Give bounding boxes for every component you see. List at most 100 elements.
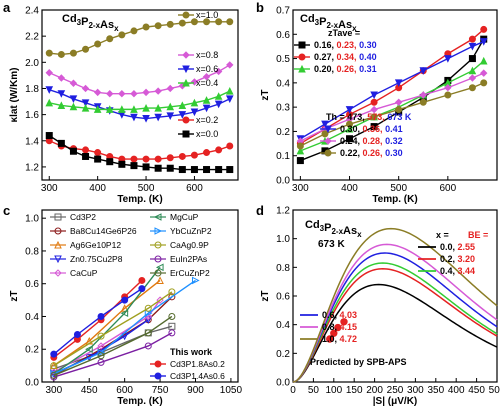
data-point	[182, 11, 190, 19]
data-point	[202, 96, 211, 104]
x-tick-label: 100	[325, 385, 342, 396]
series-x-0-0	[45, 132, 234, 174]
data-point	[154, 113, 162, 122]
legend-label: 0.22, 0.26, 0.30	[340, 148, 403, 158]
series-line	[48, 140, 231, 160]
legend-label: Cd3P2	[70, 212, 96, 222]
data-point	[296, 157, 304, 165]
data-point	[154, 269, 162, 277]
legend-label: CaCuP	[70, 268, 98, 278]
data-point	[130, 113, 138, 122]
data-point	[346, 135, 354, 143]
data-point	[142, 103, 150, 112]
data-point	[69, 49, 77, 57]
x-tick-label: 300	[292, 183, 309, 194]
x-tick-label: 50	[308, 385, 320, 396]
legend-label: 0.0, 2.55	[440, 242, 475, 252]
series-line	[53, 325, 173, 370]
data-point	[45, 132, 53, 140]
legend-label: Ag6Ge10P12	[70, 240, 121, 250]
data-point	[130, 89, 138, 98]
data-point	[106, 35, 114, 43]
data-point	[105, 105, 114, 113]
series-x-0-8	[45, 61, 234, 98]
data-point	[57, 74, 66, 82]
y-tick-label: 0.0	[276, 378, 290, 389]
series-line	[48, 64, 231, 95]
series-line	[53, 279, 196, 375]
series-line	[53, 279, 161, 367]
legend-label: 0.27, 0.34, 0.40	[314, 52, 377, 62]
y-tick-label: 0.2	[276, 127, 290, 138]
series-line	[53, 288, 143, 355]
y-tick-label: 0.0	[276, 176, 290, 187]
data-point	[395, 106, 403, 114]
panel-d-title: Cd3P2-xAsx	[305, 219, 362, 239]
series-x-0-4	[45, 86, 234, 113]
legend-label: 1.0, 4.72	[322, 334, 357, 344]
th-label: Th = 473, 573, 673 K	[326, 112, 412, 122]
data-point	[154, 103, 162, 112]
x-tick-label: 250	[387, 385, 404, 396]
data-point	[394, 98, 403, 106]
legend-label: 0.24, 0.28, 0.32	[340, 136, 403, 146]
data-point	[190, 151, 198, 159]
data-point	[45, 98, 54, 107]
data-point	[419, 98, 427, 106]
y-tick-label: 0.8	[25, 246, 39, 257]
data-point	[97, 352, 105, 360]
series-x-1-0	[45, 18, 234, 58]
data-point	[118, 31, 126, 39]
x-tick-label: 750	[152, 385, 169, 396]
data-point	[468, 35, 476, 43]
y-tick-label: 0.6	[276, 30, 290, 41]
data-point	[324, 125, 332, 134]
data-point	[214, 92, 223, 100]
data-point	[468, 84, 476, 92]
legend-label: x=1.0	[196, 10, 218, 20]
x-tick-label: 600	[186, 183, 203, 194]
series-line	[53, 315, 173, 377]
x-tick-label: 300	[41, 183, 58, 194]
y-tick-label: 0.1	[276, 151, 290, 162]
data-point	[191, 276, 200, 285]
data-point	[130, 162, 138, 170]
data-point	[444, 84, 452, 92]
data-point	[138, 285, 146, 293]
this-work-label: This work	[170, 347, 213, 357]
header-x: x =	[436, 230, 449, 240]
data-point	[97, 312, 105, 320]
data-point	[298, 53, 306, 61]
data-point	[215, 146, 223, 154]
data-point	[296, 146, 305, 155]
series-line	[49, 89, 231, 120]
series-curve	[292, 252, 498, 383]
data-point	[215, 18, 223, 26]
data-point	[168, 293, 176, 301]
data-point	[121, 296, 129, 304]
panel-letter-b: b	[256, 0, 264, 15]
data-point	[130, 27, 138, 35]
data-point	[154, 22, 162, 30]
data-point	[182, 51, 190, 59]
data-point	[168, 329, 176, 337]
data-point	[182, 130, 190, 138]
data-point	[130, 155, 138, 163]
x-axis-label: Temp. (K)	[372, 194, 417, 205]
data-point	[154, 155, 162, 163]
y-tick-label: 0.4	[276, 78, 290, 89]
data-point	[190, 108, 199, 117]
series-0-24-0-28-0-32	[296, 69, 488, 145]
data-point	[81, 103, 90, 112]
x-tick-label: 150	[346, 385, 363, 396]
data-point	[370, 113, 378, 121]
data-point	[94, 40, 102, 48]
header-b: BE =	[468, 230, 488, 240]
series-EuIn2PAs	[50, 329, 176, 381]
data-point	[154, 255, 162, 263]
legend-label: Zn0.75Cu2P8	[70, 254, 123, 264]
data-point	[324, 137, 332, 145]
data-point	[138, 276, 146, 284]
y-tick-label: 0.6	[276, 292, 290, 303]
data-point	[93, 88, 102, 97]
